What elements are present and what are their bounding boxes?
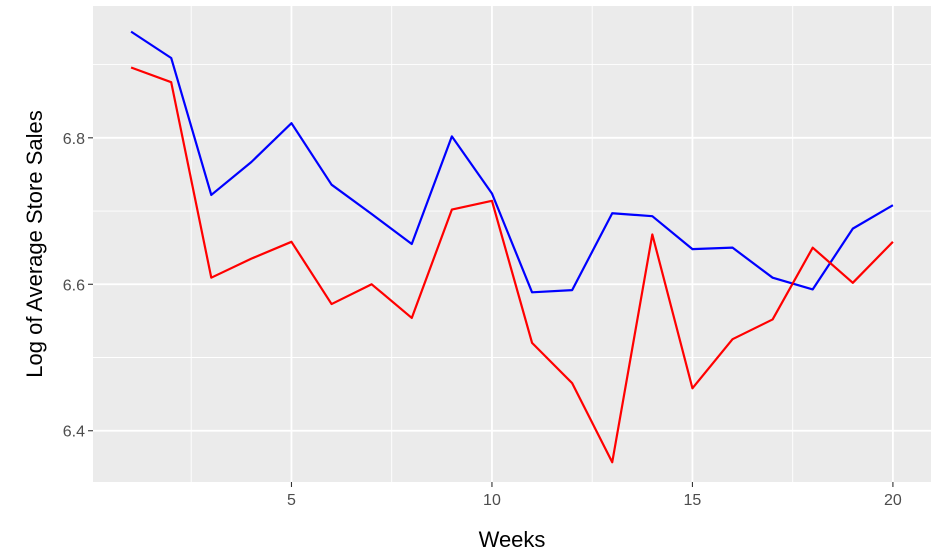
x-tick-label: 15 bbox=[684, 492, 702, 509]
y-tick-label: 6.6 bbox=[63, 277, 85, 294]
axis-ticks bbox=[88, 137, 894, 487]
x-tick-label: 10 bbox=[483, 492, 501, 509]
y-tick-labels: 6.4 6.6 6.8 bbox=[63, 131, 85, 441]
series-lines bbox=[130, 30, 894, 464]
x-tick-label: 5 bbox=[287, 492, 296, 509]
y-tick-label: 6.8 bbox=[63, 131, 85, 148]
series-line-2 bbox=[130, 66, 894, 464]
minor-gridlines bbox=[93, 6, 931, 482]
series-line-1 bbox=[130, 30, 894, 294]
x-axis-title: Weeks bbox=[479, 527, 546, 552]
y-tick-label: 6.4 bbox=[63, 424, 85, 441]
x-tick-label: 20 bbox=[884, 492, 902, 509]
x-tick-labels: 5 10 15 20 bbox=[287, 492, 902, 509]
major-gridlines bbox=[93, 6, 931, 482]
y-axis-title: Log of Average Store Sales bbox=[22, 110, 47, 377]
